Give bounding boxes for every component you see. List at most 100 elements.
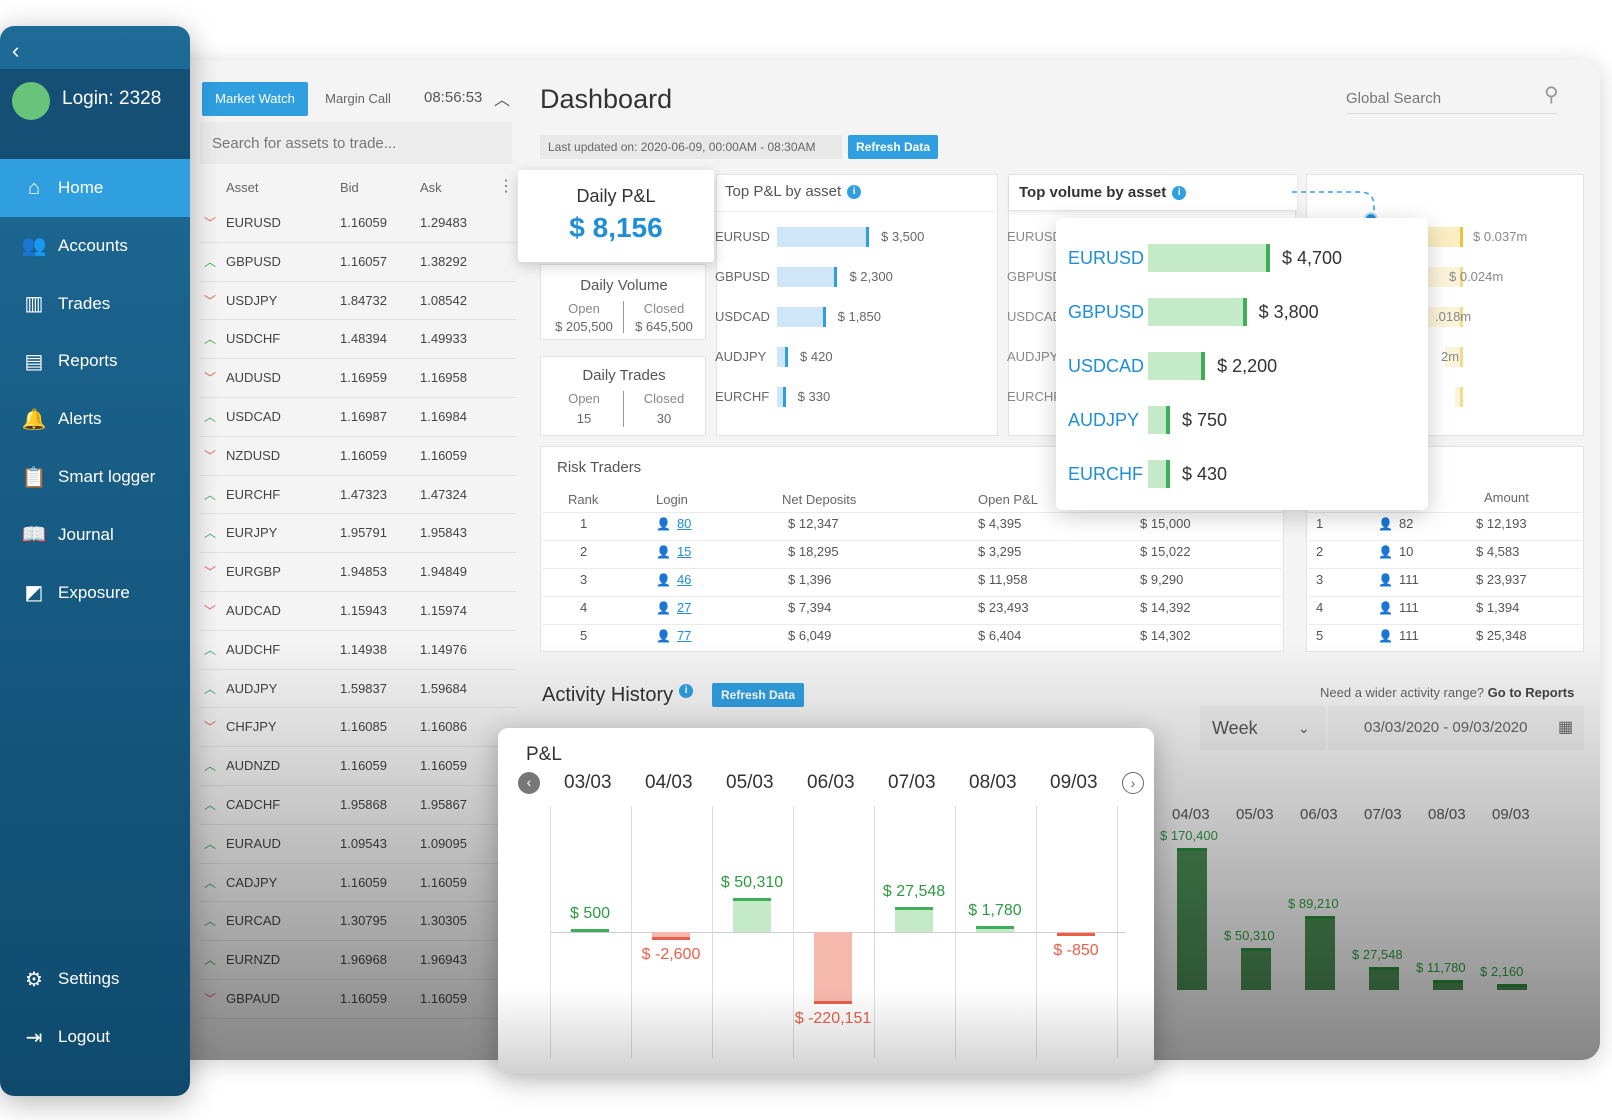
info-icon[interactable]: i — [1172, 186, 1187, 200]
chevron-up-icon: ︿ — [204, 254, 217, 269]
tab-margin-call[interactable]: Margin Call — [325, 91, 391, 106]
date-range-input[interactable]: 03/03/2020 - 09/03/2020 ▦ — [1328, 706, 1584, 750]
table-row[interactable]: ︿ EURNZD 1.96968 1.96943 — [200, 941, 516, 980]
table-row[interactable]: ︿ USDCHF 1.48394 1.49933 — [200, 320, 516, 360]
bid-cell: 1.16987 — [340, 408, 387, 424]
daily-trades-card: Daily Trades Open Closed 15 30 — [540, 356, 706, 436]
table-row[interactable]: ︿ AUDJPY 1.59837 1.59684 — [200, 670, 516, 709]
login-value[interactable]: 82 — [1398, 516, 1414, 531]
sidebar-item-journal[interactable]: 📖 Journal — [0, 506, 190, 564]
table-row[interactable]: ︿ CADCHF 1.95868 1.95867 — [200, 786, 516, 825]
amount-cell: $ 9,290 — [1140, 572, 1184, 587]
table-row[interactable]: ﹀ GBPAUD 1.16059 1.16059 — [200, 980, 516, 1019]
col-login-header[interactable]: Login — [656, 492, 688, 507]
table-row[interactable]: ︿ EURAUD 1.09543 1.09095 — [200, 825, 516, 864]
volume-bar-label: $ 2,200 — [1217, 356, 1278, 376]
rank-cell: 2 — [580, 544, 588, 559]
chevron-down-icon: ﹀ — [204, 603, 217, 618]
asset-search-input[interactable] — [200, 122, 512, 164]
login-link[interactable]: 46 — [676, 572, 692, 587]
chevron-up-icon: ︿ — [204, 875, 217, 890]
bid-cell: 1.95791 — [340, 525, 387, 541]
col-amount-header[interactable]: Amount — [1484, 490, 1529, 505]
table-row[interactable]: ︿ CADJPY 1.16059 1.16059 — [200, 864, 516, 903]
table-row[interactable]: ︿ EURJPY 1.95791 1.95843 — [200, 514, 516, 554]
table-row[interactable]: ﹀ AUDUSD 1.16959 1.16958 — [200, 359, 516, 398]
table-row[interactable]: ﹀ EURUSD 1.16059 1.29483 — [200, 204, 516, 243]
sidebar-item-logout[interactable]: ⇥ Logout — [0, 1008, 190, 1066]
data-label: $ 89,210 — [1288, 895, 1339, 911]
asset-label[interactable]: GBPUSD — [1068, 302, 1145, 322]
refresh-data-button[interactable]: Refresh Data — [848, 135, 938, 159]
chevron-left-icon[interactable]: ‹ — [518, 772, 540, 794]
period-select[interactable]: Week ⌄ — [1200, 706, 1326, 750]
calendar-icon[interactable]: ▦ — [1558, 719, 1574, 736]
login-value[interactable]: 111 — [1398, 572, 1419, 587]
sidebar-item-settings[interactable]: ⚙ Settings — [0, 950, 190, 1008]
table-row[interactable]: ﹀ NZDUSD 1.16059 1.16059 — [200, 437, 516, 476]
col-net-deposits-header[interactable]: Net Deposits — [782, 492, 857, 507]
sidebar-item-smart-logger[interactable]: 📋 Smart logger — [0, 448, 190, 506]
table-row[interactable]: ︿ AUDNZD 1.16059 1.16059 — [200, 747, 516, 786]
net-deposits-cell: $ 7,394 — [788, 600, 832, 615]
col-bid-header[interactable]: Bid — [340, 180, 359, 195]
table-row[interactable]: ︿ AUDCHF 1.14938 1.14976 — [200, 631, 516, 670]
global-search-input[interactable] — [1346, 84, 1558, 114]
rank-cell: 3 — [580, 572, 588, 587]
sidebar-item-home[interactable]: ⌂ Home — [0, 159, 190, 217]
sidebar-item-accounts[interactable]: 👥 Accounts — [0, 217, 190, 275]
exposure-icon: ◩ — [24, 582, 44, 605]
table-row[interactable]: ﹀ AUDCAD 1.15943 1.15974 — [200, 592, 516, 631]
asset-label[interactable]: AUDJPY — [1068, 410, 1140, 430]
table-row[interactable]: ︿ USDCAD 1.16987 1.16984 — [200, 398, 516, 437]
chevron-up-icon[interactable]: ︿ — [494, 92, 511, 109]
table-row[interactable]: ︿ EURCHF 1.47323 1.47324 — [200, 476, 516, 515]
col-ask-header[interactable]: Ask — [420, 180, 442, 195]
login-value[interactable]: 10 — [1398, 544, 1414, 559]
chevron-right-icon[interactable]: › — [1122, 772, 1144, 794]
sidebar-item-reports[interactable]: ▤ Reports — [0, 332, 190, 390]
table-row[interactable]: ﹀ CHFJPY 1.16085 1.16086 — [200, 708, 516, 748]
login-value[interactable]: 111 — [1398, 600, 1419, 615]
table-row[interactable]: ︿ GBPUSD 1.16057 1.38292 — [200, 243, 516, 282]
login-link[interactable]: 80 — [676, 516, 692, 531]
info-icon[interactable]: i — [679, 684, 694, 698]
login-link[interactable]: 15 — [676, 544, 692, 559]
chevron-left-icon[interactable]: ‹ — [12, 38, 20, 63]
ask-cell: 1.16086 — [420, 719, 467, 735]
user-icon: 👤 — [1378, 545, 1393, 559]
login-value[interactable]: 111 — [1398, 628, 1419, 643]
col-open-pnl-header[interactable]: Open P&L — [978, 492, 1038, 507]
col-rank-header[interactable]: Rank — [568, 492, 599, 507]
open-pnl-cell: $ 6,404 — [978, 628, 1022, 643]
x-tick-label: 03/03 — [564, 772, 612, 793]
search-icon[interactable]: ⚲ — [1544, 84, 1559, 106]
tab-market-watch[interactable]: Market Watch — [202, 82, 308, 116]
chevron-up-icon: ︿ — [204, 409, 217, 424]
sidebar-item-trades[interactable]: ▥ Trades — [0, 275, 190, 333]
activity-refresh-button[interactable]: Refresh Data — [712, 683, 804, 707]
activity-history-title: Activity History i — [542, 684, 694, 707]
avatar[interactable] — [12, 82, 50, 120]
table-row[interactable]: ︿ EURCAD 1.30795 1.30305 — [200, 902, 516, 942]
gridline — [793, 806, 794, 1058]
open-label: Open — [568, 391, 600, 406]
col-asset-header[interactable]: Asset — [226, 180, 259, 195]
asset-label[interactable]: USDCAD — [1068, 356, 1145, 376]
bid-cell: 1.16059 — [340, 215, 387, 230]
ask-cell: 1.95867 — [420, 796, 467, 812]
sidebar-item-alerts[interactable]: 🔔 Alerts — [0, 390, 190, 448]
login-cell: 👤 111 — [1378, 572, 1419, 587]
sidebar-item-exposure[interactable]: ◩ Exposure — [0, 564, 190, 622]
table-row[interactable]: ﹀ EURGBP 1.94853 1.94849 — [200, 553, 516, 592]
ask-cell: 1.16984 — [420, 408, 467, 424]
table-row[interactable]: ﹀ USDJPY 1.84732 1.08542 — [200, 282, 516, 321]
login-link[interactable]: 77 — [676, 628, 692, 643]
info-icon[interactable]: i — [847, 185, 862, 199]
bar — [895, 906, 933, 932]
login-link[interactable]: 27 — [676, 600, 692, 615]
more-options-icon[interactable]: ⋮ — [498, 178, 514, 195]
asset-label[interactable]: EURCHF — [1068, 464, 1143, 484]
asset-label[interactable]: EURUSD — [1068, 248, 1145, 268]
go-to-reports-link[interactable]: Go to Reports — [1487, 685, 1575, 700]
